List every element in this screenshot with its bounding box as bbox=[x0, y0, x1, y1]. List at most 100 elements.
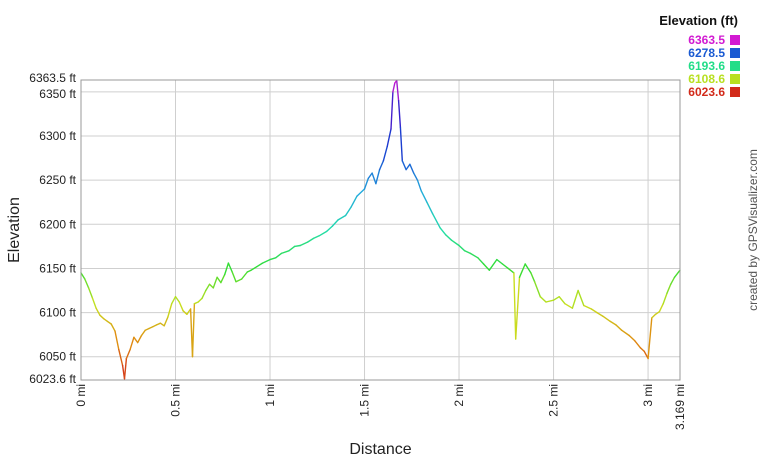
elevation-segment bbox=[299, 241, 309, 247]
elevation-segment bbox=[123, 357, 128, 380]
elevation-segment bbox=[163, 316, 169, 327]
legend-swatch bbox=[730, 87, 740, 97]
elevation-segment bbox=[326, 225, 334, 233]
elevation-segment bbox=[615, 324, 623, 331]
elevation-segment bbox=[382, 145, 388, 162]
elevation-segment bbox=[458, 244, 466, 252]
elevation-segment bbox=[331, 219, 339, 227]
elevation-segment bbox=[530, 272, 536, 283]
x-tick-label: 2 mi bbox=[452, 384, 466, 407]
elevation-segment bbox=[658, 303, 664, 313]
elevation-segment bbox=[564, 303, 574, 309]
elevation-segment bbox=[464, 250, 472, 255]
elevation-segment bbox=[240, 271, 249, 280]
elevation-segment bbox=[545, 299, 555, 303]
elevation-segment bbox=[609, 320, 617, 326]
x-tick-labels: 0 mi 0.5 mi 1 mi 1.5 mi 2 mi 2.5 mi 3 mi 3.169 … bbox=[74, 384, 687, 430]
elevation-segment bbox=[350, 195, 358, 208]
legend-swatch bbox=[730, 74, 740, 84]
elevation-segment bbox=[275, 252, 283, 259]
elevation-segment bbox=[125, 348, 131, 360]
elevation-segment bbox=[501, 263, 509, 270]
elevation-segment bbox=[148, 326, 154, 330]
elevation-segment bbox=[405, 163, 411, 171]
legend-value: 6023.6 bbox=[688, 85, 725, 99]
y-tick-labels: 6023.6 ft 6050 ft 6100 ft 6150 ft 6200 ft 625… bbox=[29, 71, 76, 386]
elevation-segment bbox=[651, 313, 657, 319]
elevation-segment bbox=[488, 258, 498, 271]
elevation-segment bbox=[167, 303, 173, 318]
elevation-segment bbox=[552, 296, 560, 301]
legend-value: 6278.5 bbox=[688, 46, 725, 60]
elevation-segment bbox=[159, 322, 165, 327]
elevation-segment bbox=[318, 230, 328, 237]
elevation-segment bbox=[288, 245, 296, 252]
elevation-segment bbox=[136, 334, 143, 344]
elevation-segment bbox=[539, 296, 547, 303]
elevation-segment bbox=[399, 126, 403, 162]
elevation-segment bbox=[496, 258, 504, 265]
y-tick-label: 6023.6 ft bbox=[29, 372, 76, 386]
elevation-segment bbox=[80, 272, 86, 280]
legend-value: 6193.6 bbox=[688, 59, 725, 73]
elevation-segment bbox=[118, 348, 124, 367]
y-axis-title: Elevation bbox=[6, 197, 23, 263]
elevation-segment bbox=[356, 188, 366, 197]
elevation-segment bbox=[87, 287, 94, 299]
legend: Elevation (ft) 6363.56278.56193.66108.66… bbox=[659, 13, 740, 99]
legend-swatch bbox=[730, 61, 740, 71]
elevation-segment bbox=[654, 311, 661, 315]
elevation-segment bbox=[220, 273, 226, 284]
x-tick-label: 1 mi bbox=[263, 384, 277, 407]
elevation-segment bbox=[450, 239, 460, 247]
elevation-segment bbox=[140, 329, 147, 337]
elevation-segment bbox=[558, 296, 566, 305]
elevation-segment bbox=[439, 227, 447, 236]
elevation-segment bbox=[507, 267, 515, 274]
elevation-segment bbox=[363, 177, 369, 190]
legend-value: 6108.6 bbox=[688, 72, 725, 86]
elevation-segment bbox=[337, 214, 347, 221]
elevation-segment bbox=[602, 315, 611, 323]
elevation-segment bbox=[416, 179, 422, 192]
elevation-segment bbox=[673, 269, 681, 278]
elevation-segment bbox=[208, 283, 215, 289]
elevation-segment bbox=[216, 276, 222, 284]
elevation-segment bbox=[413, 172, 419, 181]
elevation-segment bbox=[223, 262, 230, 276]
y-tick-label: 6350 ft bbox=[39, 87, 76, 101]
elevation-segment bbox=[515, 276, 521, 340]
elevation-segment bbox=[524, 263, 532, 274]
elevation-segment bbox=[197, 297, 203, 303]
y-tick-label: 6250 ft bbox=[39, 173, 76, 187]
elevation-segment bbox=[375, 168, 381, 185]
elevation-segment bbox=[390, 91, 394, 130]
x-tick-label: 1.5 mi bbox=[358, 384, 372, 417]
elevation-segment bbox=[99, 314, 105, 320]
y-tick-label: 6100 ft bbox=[39, 306, 76, 320]
elevation-segment bbox=[469, 252, 479, 259]
elevation-segment bbox=[269, 257, 277, 261]
elevation-segment bbox=[191, 303, 196, 358]
elevation-segment bbox=[371, 172, 377, 185]
elevation-segment bbox=[212, 276, 218, 289]
elevation-segment bbox=[293, 244, 301, 248]
elevation-line bbox=[80, 79, 681, 380]
elevation-segment bbox=[129, 336, 135, 351]
elevation-segment bbox=[639, 347, 645, 353]
y-tick-label: 6363.5 ft bbox=[29, 71, 76, 85]
elevation-segment bbox=[426, 201, 434, 215]
elevation-segment bbox=[401, 160, 407, 171]
elevation-segment bbox=[106, 320, 112, 325]
elevation-segment bbox=[397, 99, 402, 128]
elevation-segment bbox=[662, 292, 668, 305]
elevation-segment bbox=[102, 318, 109, 323]
elevation-segment bbox=[420, 190, 428, 203]
elevation-segment bbox=[396, 79, 400, 102]
elevation-segment bbox=[231, 271, 237, 283]
elevation-segment bbox=[482, 263, 490, 271]
x-tick-label: 0.5 mi bbox=[169, 384, 183, 417]
elevation-segment bbox=[386, 128, 392, 148]
elevation-segment bbox=[133, 336, 139, 344]
